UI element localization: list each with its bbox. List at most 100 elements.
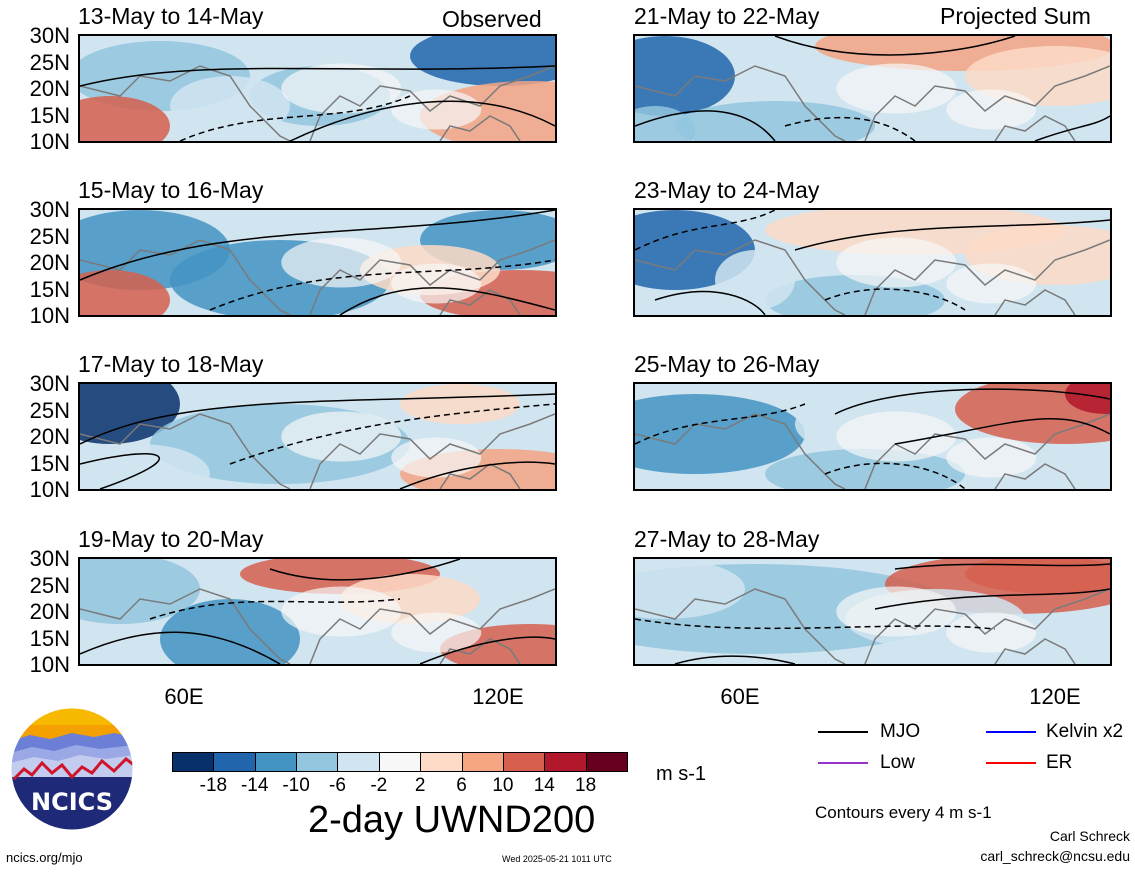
colorbar-tick-label: -10 (282, 775, 310, 796)
map-field (635, 559, 1110, 664)
lat-tick-label: 30N (29, 371, 70, 396)
lat-tick-label: 25N (29, 397, 70, 423)
panel-title: 17-May to 18-May (78, 351, 264, 377)
map-panel (633, 34, 1112, 143)
mjo-contour (80, 210, 555, 281)
colorbar-swatch (461, 752, 504, 772)
map-field (80, 559, 555, 664)
colorbar-swatch (378, 752, 422, 772)
colorbar-swatch (213, 752, 256, 772)
wind-anomaly-shading (160, 599, 300, 664)
logo-text: NCICS (31, 788, 113, 816)
mjo-contour (635, 110, 776, 141)
panel-title: 25-May to 26-May (634, 351, 820, 377)
coastline (80, 588, 555, 664)
mjo-contour (894, 417, 1110, 445)
colorbar-tick-label: -2 (370, 775, 388, 796)
map-panel (78, 208, 557, 317)
panel-title: 15-May to 16-May (78, 177, 264, 203)
panel-title: 21-May to 22-May (634, 3, 820, 29)
mjo-contour (894, 563, 1110, 570)
wind-anomaly-shading (946, 612, 1037, 653)
mjo-contour (288, 100, 555, 141)
coastline (635, 588, 1110, 664)
wind-anomaly-shading (635, 36, 735, 116)
panel-title: 27-May to 28-May (634, 526, 820, 552)
wind-anomaly-shading (410, 36, 555, 86)
mjo-contour (874, 588, 1110, 610)
mjo-contour (269, 559, 461, 581)
wind-anomaly-shading (946, 89, 1037, 130)
map-panel (78, 34, 557, 143)
wind-anomaly-shading (836, 63, 957, 114)
wind-anomaly-shading (715, 250, 795, 310)
lat-tick-label: 10N (29, 303, 70, 328)
colorbar-tick-label: -14 (240, 775, 269, 796)
mjo-contour (179, 95, 411, 141)
panel-title: 23-May to 24-May (634, 177, 820, 203)
lat-tick-label: 20N (29, 424, 70, 449)
mjo-contour (635, 210, 776, 251)
mjo-contour (824, 462, 966, 489)
projected-sum-label: Projected Sum (940, 3, 1091, 29)
wind-anomaly-shading (80, 444, 210, 489)
legend-label-er: ER (1046, 752, 1073, 773)
mjo-contour (399, 461, 555, 489)
colorbar-units: m s-1 (656, 763, 706, 785)
lat-tick-label: 15N (29, 102, 70, 128)
lat-tick-label: 30N (29, 546, 70, 571)
lat-tick-label: 30N (29, 197, 70, 222)
footer-email: carl_schreck@ncsu.edu (980, 848, 1130, 864)
wind-anomaly-shading (836, 411, 957, 462)
coastline (80, 413, 555, 489)
legend-label-mjo: MJO (880, 721, 921, 742)
legend-line-er (986, 762, 1036, 764)
wind-anomaly-shading (281, 63, 402, 114)
legend-label-kelvin: Kelvin x2 (1046, 721, 1124, 742)
legend-line-low (818, 762, 868, 764)
lat-tick-label: 15N (29, 276, 70, 302)
colorbar-tick-label: 10 (492, 775, 514, 796)
wind-anomaly-shading (1065, 384, 1110, 414)
map-field (80, 210, 555, 315)
map-panel (633, 208, 1112, 317)
lon-tick-label: 120E (1029, 684, 1081, 709)
lon-tick-label: 120E (472, 684, 524, 709)
map-field (80, 384, 555, 489)
mjo-contour (80, 65, 555, 87)
contour-note: Contours every 4 m s-1 (815, 803, 992, 822)
colorbar-swatch (544, 752, 587, 772)
mjo-contour (209, 259, 555, 311)
map-panel (78, 382, 557, 491)
map-field (635, 210, 1110, 315)
coastline (635, 65, 1110, 141)
mjo-contour (80, 393, 555, 445)
mjo-contour (794, 219, 1110, 251)
colorbar-swatch (420, 752, 463, 772)
footer-author: Carl Schreck (1049, 828, 1130, 844)
wind-anomaly-shading (675, 101, 875, 141)
mjo-contour (654, 290, 766, 315)
lat-tick-label: 15N (29, 450, 70, 476)
wind-anomaly-shading (391, 437, 482, 478)
wind-anomaly-shading (281, 586, 402, 637)
lon-tick-label: 60E (164, 684, 204, 709)
panel-title: 19-May to 20-May (78, 526, 264, 552)
colorbar-tick-label: 2 (414, 775, 426, 796)
map-field (635, 384, 1110, 489)
lat-tick-label: 30N (29, 23, 70, 48)
mjo-contour (80, 631, 281, 664)
mjo-contour (824, 288, 966, 311)
lon-tick-label: 60E (720, 684, 760, 709)
mjo-contour (784, 116, 916, 141)
mjo-contour (774, 36, 1016, 56)
colorbar-swatch (585, 752, 628, 772)
colorbar-swatch (296, 752, 339, 772)
lat-tick-label: 10N (29, 652, 70, 677)
wind-anomaly-shading (80, 384, 180, 444)
wind-anomaly-shading (80, 559, 200, 624)
wind-anomaly-shading (80, 96, 170, 141)
wind-anomaly-shading (281, 411, 402, 462)
legend-label-low: Low (880, 752, 915, 773)
wind-anomaly-shading (281, 237, 402, 288)
